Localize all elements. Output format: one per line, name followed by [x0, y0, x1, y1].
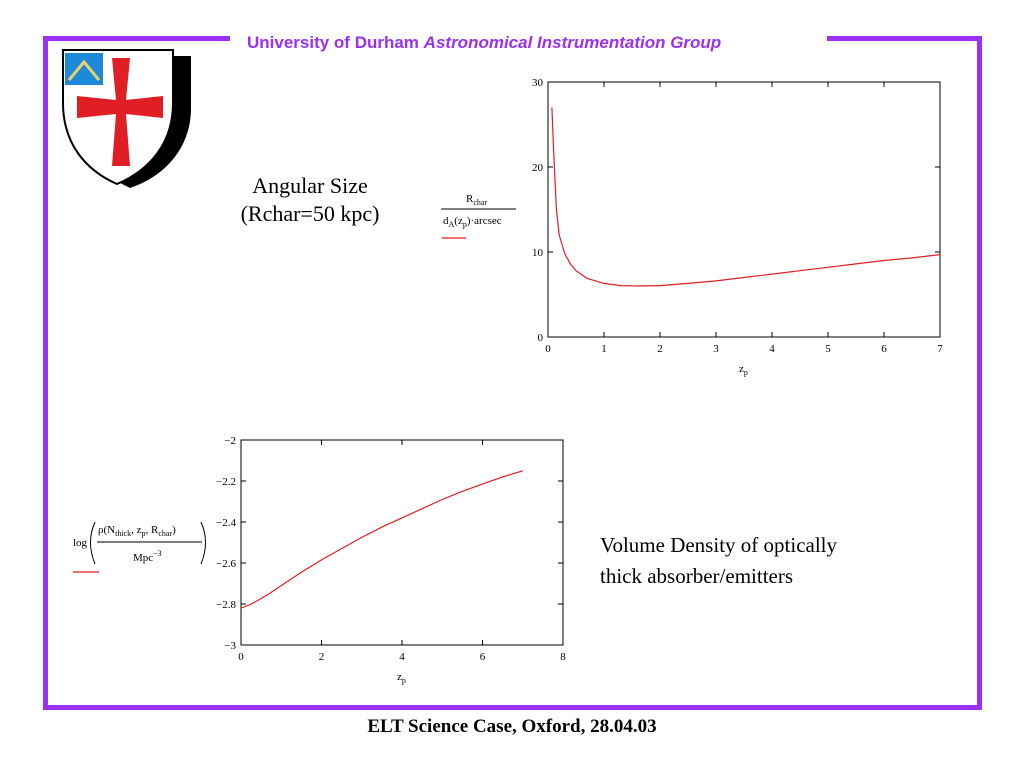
chart1-xtick-label: 2	[657, 343, 663, 355]
chart2-xlabel: zp	[397, 671, 406, 685]
volume-caption-line1: Volume Density of optically	[600, 533, 837, 557]
chart2-ytick-label: −2.8	[216, 599, 236, 611]
chart1-xlabel: zp	[739, 363, 748, 377]
chart2-plot-area	[240, 439, 564, 646]
chart2-ytick-label: −2	[224, 435, 236, 447]
chart2-ytick-label: −2.2	[216, 476, 236, 488]
chart2-xtick-label: 6	[480, 651, 486, 663]
chart1-xtick-label: 3	[713, 343, 719, 355]
chart1-ylabel-den: dA(zp)·arcsec	[443, 215, 502, 229]
footer-text: ELT Science Case, Oxford, 28.04.03	[367, 716, 657, 737]
canton-chevron	[67, 59, 101, 81]
chart1-ytick-label: 10	[532, 247, 544, 259]
chart2-ylabel-left-paren	[90, 521, 96, 565]
chart2-ylabel-right-paren	[200, 521, 206, 565]
volume-density-caption: Volume Density of optically thick absorb…	[600, 530, 837, 592]
header-org: University of Durham	[247, 33, 419, 52]
chart1-xtick-label: 7	[937, 343, 943, 355]
frame-top-left	[43, 36, 230, 41]
header-title: University of Durham Astronomical Instru…	[247, 33, 721, 53]
chart2-xtick-label: 8	[560, 651, 566, 663]
volume-caption-line2: thick absorber/emitters	[600, 564, 794, 588]
chart2-ytick-label: −2.6	[216, 558, 236, 570]
angular-size-caption: Angular Size (Rchar=50 kpc)	[210, 172, 410, 228]
frame-bottom	[43, 705, 982, 710]
angular-caption-line1: Angular Size	[252, 173, 368, 198]
chart1-ylabel-num: Rchar	[466, 193, 487, 207]
chart2-series-line	[240, 470, 523, 609]
chart1-xtick-label: 6	[881, 343, 887, 355]
chart2-ylabel-num: ρ(Nthick, zp, Rchar)	[98, 524, 176, 538]
chart2-ytick-label: −3	[224, 640, 236, 652]
chart1-series-line	[551, 107, 941, 287]
chart2-ylabel: log ρ(Nthick, zp, Rchar) Mpc−3	[73, 521, 206, 573]
frame-left	[43, 36, 48, 710]
chart1-xtick-label: 1	[601, 343, 607, 355]
shield-canton	[65, 53, 103, 85]
chart1-xtick-label: 5	[825, 343, 831, 355]
chart2-ytick-label: −2.4	[216, 517, 236, 529]
angular-caption-line2: (Rchar=50 kpc)	[240, 201, 380, 226]
chart1-xtick-label: 4	[769, 343, 775, 355]
durham-shield-logo	[62, 49, 191, 188]
chart2-xtick-label: 0	[238, 651, 244, 663]
chart2-ylabel-log: log	[73, 537, 88, 549]
shield-cross	[77, 58, 163, 166]
chart1-ytick-label: 20	[532, 162, 544, 174]
chart1-ytick-label: 30	[532, 77, 544, 89]
frame-top-right	[827, 36, 982, 41]
chart2-xtick-label: 2	[319, 651, 325, 663]
chart1-xtick-label: 0	[545, 343, 551, 355]
header-group: Astronomical Instrumentation Group	[423, 33, 722, 52]
chart1-plot-area	[547, 81, 941, 338]
frame-right	[977, 36, 982, 710]
chart1-ylabel: Rchar dA(zp)·arcsec	[441, 193, 516, 239]
chart2-ylabel-den: Mpc−3	[133, 549, 162, 564]
chart2-xtick-label: 4	[399, 651, 405, 663]
chart1-ytick-label: 0	[538, 332, 544, 344]
